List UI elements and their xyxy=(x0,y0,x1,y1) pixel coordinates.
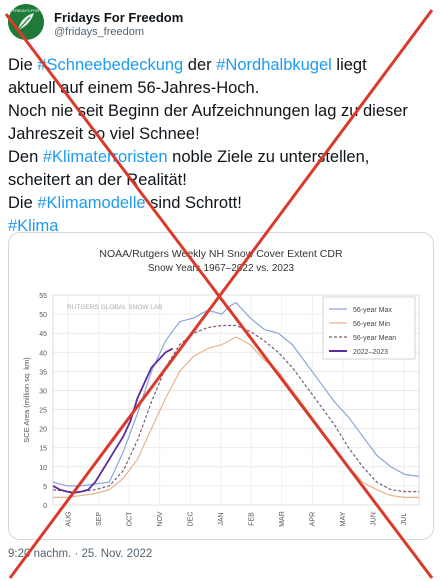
tweet-text-segment: Die xyxy=(8,56,38,74)
tweet-text-segment: der xyxy=(183,56,217,74)
tweet-text-segment: noble Ziele zu unterstellen, xyxy=(167,148,370,166)
hashtag-link[interactable]: #Nordhalbkugel xyxy=(216,56,332,74)
tweet-text-segment: Jahreszeit so viel Schnee! xyxy=(8,125,200,143)
y-tick-label: 30 xyxy=(39,388,47,395)
x-tick-label: MAR xyxy=(279,511,286,527)
fff-logo-icon: FRIDAYS FOR xyxy=(8,4,44,40)
author-handle[interactable]: @fridays_freedom xyxy=(54,26,145,38)
y-tick-label: 55 xyxy=(39,293,47,300)
y-tick-label: 5 xyxy=(43,484,47,491)
y-tick-label: 20 xyxy=(39,427,47,434)
tweet-text-segment: liegt xyxy=(331,56,367,74)
tweet-text-segment: scheitert an der Realität! xyxy=(8,171,187,189)
x-tick-label: SEP xyxy=(96,512,103,526)
y-tick-label: 25 xyxy=(39,408,47,415)
y-tick-label: 0 xyxy=(43,503,47,510)
chart-card[interactable]: NOAA/Rutgers Weekly NH Snow Cover Extent… xyxy=(8,232,434,540)
y-tick-label: 40 xyxy=(39,350,47,357)
tweet-text-segment: Den xyxy=(8,148,43,166)
y-tick-label: 35 xyxy=(39,369,47,376)
author-name[interactable]: Fridays For Freedom xyxy=(54,10,184,25)
x-tick-label: MAY xyxy=(340,511,347,526)
legend-label: 56-year Max xyxy=(353,307,392,314)
x-tick-label: JUL xyxy=(401,513,408,526)
tweet-text-segment: aktuell auf einem 56-Jahres-Hoch. xyxy=(8,79,260,97)
legend-label: 56-year Min xyxy=(353,321,390,328)
y-tick-label: 10 xyxy=(39,465,47,472)
tweet-line: Die #Klimamodelle sind Schrott! xyxy=(8,192,433,215)
chart-watermark: RUTGERS GLOBAL SNOW LAB xyxy=(67,304,162,311)
hashtag-link[interactable]: #Schneebedeckung xyxy=(37,56,184,74)
x-tick-label: AUG xyxy=(65,511,72,526)
tweet-line: scheitert an der Realität! xyxy=(8,169,433,192)
tweet-text-segment: Die xyxy=(8,194,38,212)
tweet-text-segment: Noch nie seit Beginn der Aufzeichnungen … xyxy=(8,102,408,120)
x-tick-label: DEC xyxy=(187,512,194,527)
hashtag-link[interactable]: #Klimaterroristen xyxy=(42,148,168,166)
legend-label: 2022–2023 xyxy=(353,349,388,356)
x-tick-label: FEB xyxy=(248,512,255,526)
tweet-line: aktuell auf einem 56-Jahres-Hoch. xyxy=(8,77,433,100)
avatar[interactable]: FRIDAYS FOR xyxy=(8,4,44,40)
tweet-line: Den #Klimaterroristen noble Ziele zu unt… xyxy=(8,146,433,169)
y-axis-label: SCE Area (million sq. km) xyxy=(22,357,31,443)
chart-subtitle: Snow Years 1967–2022 vs. 2023 xyxy=(148,263,295,274)
tweet-line: Die #Schneebedeckung der #Nordhalbkugel … xyxy=(8,54,433,77)
x-tick-label: APR xyxy=(309,512,316,526)
x-tick-label: OCT xyxy=(126,511,133,527)
tweet-text-segment: sind Schrott! xyxy=(145,194,242,212)
y-tick-label: 45 xyxy=(39,331,47,338)
hashtag-link[interactable]: #Klimamodelle xyxy=(37,194,146,212)
legend-label: 56-year Mean xyxy=(353,335,396,342)
tweet-timestamp[interactable]: 9:20 nachm. · 25. Nov. 2022 xyxy=(8,548,153,560)
x-tick-label: JAN xyxy=(218,512,225,525)
chart-title: NOAA/Rutgers Weekly NH Snow Cover Extent… xyxy=(99,248,343,260)
snow-cover-chart: NOAA/Rutgers Weekly NH Snow Cover Extent… xyxy=(22,248,420,527)
tweet-line: Jahreszeit so viel Schnee! xyxy=(8,123,433,146)
tweet-line: Noch nie seit Beginn der Aufzeichnungen … xyxy=(8,100,433,123)
tweet-text: Die #Schneebedeckung der #Nordhalbkugel … xyxy=(8,54,433,238)
avatar-text: FRIDAYS FOR xyxy=(13,8,40,13)
x-tick-label: JUN xyxy=(370,512,377,526)
x-tick-label: NOV xyxy=(157,511,164,527)
y-tick-label: 50 xyxy=(39,312,47,319)
y-tick-label: 15 xyxy=(39,446,47,453)
